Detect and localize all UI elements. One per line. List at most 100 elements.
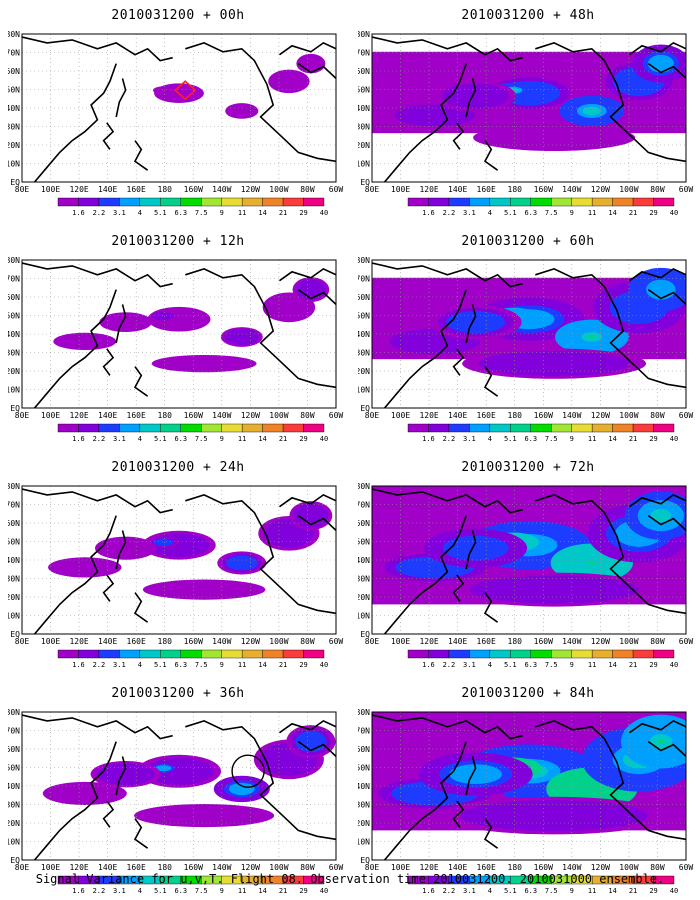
- longitude-label: 140E: [98, 411, 117, 420]
- colorbar-label: 4: [488, 661, 492, 669]
- longitude-label: 80W: [650, 637, 665, 646]
- colorbar-label: 14: [608, 887, 616, 895]
- coastline: [383, 741, 467, 860]
- longitude-label: 160E: [477, 863, 496, 872]
- variance-contour: [582, 106, 601, 116]
- longitude-label: 120W: [241, 411, 260, 420]
- coastline: [629, 267, 686, 282]
- colorbar-label: 14: [608, 209, 616, 217]
- longitude-label: 180: [508, 185, 523, 194]
- colorbar-swatch: [510, 423, 531, 433]
- latitude-label: 70N: [8, 49, 20, 58]
- colorbar-label: 2.2: [443, 435, 456, 443]
- colorbar-swatch: [241, 649, 263, 659]
- map-frame: [371, 33, 687, 183]
- colorbar-swatch: [510, 649, 531, 659]
- longitude-label: 120W: [241, 185, 260, 194]
- colorbar-swatch: [221, 423, 243, 433]
- longitude-label: 120W: [591, 411, 610, 420]
- colorbar-label: 4: [138, 435, 142, 443]
- longitude-label: 60W: [679, 637, 694, 646]
- colorbar-swatch: [407, 197, 429, 207]
- colorbar-label: 1.6: [72, 209, 85, 217]
- latitude-label: 80N: [8, 256, 20, 265]
- variance-contour: [295, 279, 326, 300]
- coastlines: [372, 262, 686, 408]
- colorbar-label: 11: [238, 887, 246, 895]
- panel-title: 2010031200 + 72h: [461, 460, 595, 475]
- colorbar-swatch: [57, 197, 79, 207]
- colorbar-label: 6.3: [174, 661, 187, 669]
- longitude-label: 100E: [41, 411, 60, 420]
- coastline: [372, 262, 523, 288]
- coastline: [383, 63, 467, 182]
- colorbar-label: 9: [220, 661, 224, 669]
- coastline: [297, 62, 336, 79]
- map-panel: 2010031200 + 24h 80N 70N 60N 50N 40N 30N 20N 10N…: [8, 452, 348, 674]
- latitude-label: 30N: [358, 575, 370, 584]
- colorbar-label: 7.5: [195, 661, 208, 669]
- coastline: [33, 289, 117, 408]
- colorbar-swatch: [428, 197, 450, 207]
- map-panel: 2010031200 + 36h 80N 70N 60N 50N 40N 30N 20N 10N…: [8, 678, 348, 900]
- colorbar-label: 7.5: [195, 435, 208, 443]
- colorbar-swatch: [98, 197, 120, 207]
- coastline: [629, 719, 686, 734]
- colorbar-swatch: [653, 423, 675, 433]
- map-panel: 2010031200 + 00h 80N 70N 60N 50N 40N 30N 20N 10N…: [8, 0, 348, 222]
- colorbar-swatch: [221, 197, 243, 207]
- longitude-label: 100E: [41, 185, 60, 194]
- colorbar-swatch: [119, 197, 141, 207]
- longitude-label: 120W: [591, 185, 610, 194]
- longitude-label: 80E: [365, 637, 380, 646]
- coastline: [185, 494, 336, 615]
- longitude-label: 140E: [448, 411, 467, 420]
- map-frame: [21, 485, 337, 635]
- coastline: [115, 78, 127, 118]
- colorbar-swatch: [551, 423, 572, 433]
- panel-title: 2010031200 + 00h: [111, 8, 245, 23]
- colorbar-swatch: [632, 649, 654, 659]
- coastline: [102, 348, 115, 376]
- colorbar-label: 4: [488, 209, 492, 217]
- colorbar-label: 9: [220, 209, 224, 217]
- variance-contour: [152, 312, 175, 321]
- coastlines: [22, 36, 336, 182]
- colorbar-label: 7.5: [195, 209, 208, 217]
- latitude-label: 50N: [8, 538, 20, 547]
- latitude-label: 10N: [8, 612, 20, 621]
- colorbar-swatch: [530, 649, 552, 659]
- variance-contour: [95, 536, 157, 560]
- coastlines: [372, 714, 686, 860]
- colorbar-swatch: [262, 649, 284, 659]
- coastline: [629, 493, 686, 508]
- colorbar-label: 4: [488, 435, 492, 443]
- latitude-label: 50N: [358, 538, 370, 547]
- variance-contour: [460, 800, 648, 832]
- variance-contour: [646, 279, 676, 300]
- longitude-label: 100W: [269, 863, 288, 872]
- coastline: [383, 289, 467, 408]
- colorbar-label: 7.5: [545, 661, 558, 669]
- variance-contour: [478, 351, 630, 377]
- map-frame: [371, 259, 687, 409]
- coastline: [115, 756, 127, 796]
- latitude-label: 40N: [8, 782, 20, 791]
- coastline: [185, 720, 336, 841]
- colorbar-label: 11: [238, 209, 246, 217]
- colorbar-label: 40: [320, 209, 328, 217]
- longitude-label: 80W: [300, 863, 315, 872]
- variance-contour: [42, 781, 127, 805]
- latitude-label: 40N: [358, 330, 370, 339]
- coastline: [647, 514, 686, 531]
- longitude-label: 60W: [329, 185, 344, 194]
- colorbar-label: 6.3: [524, 887, 537, 895]
- colorbar-swatch: [78, 197, 100, 207]
- variance-contour: [228, 782, 255, 796]
- latitude-label: EQ: [10, 630, 20, 639]
- colorbar-label: 1.6: [422, 661, 435, 669]
- latitude-label: 30N: [8, 123, 20, 132]
- latitude-label: 70N: [358, 275, 370, 284]
- latitude-label: 60N: [8, 519, 20, 528]
- latitude-label: 70N: [358, 727, 370, 736]
